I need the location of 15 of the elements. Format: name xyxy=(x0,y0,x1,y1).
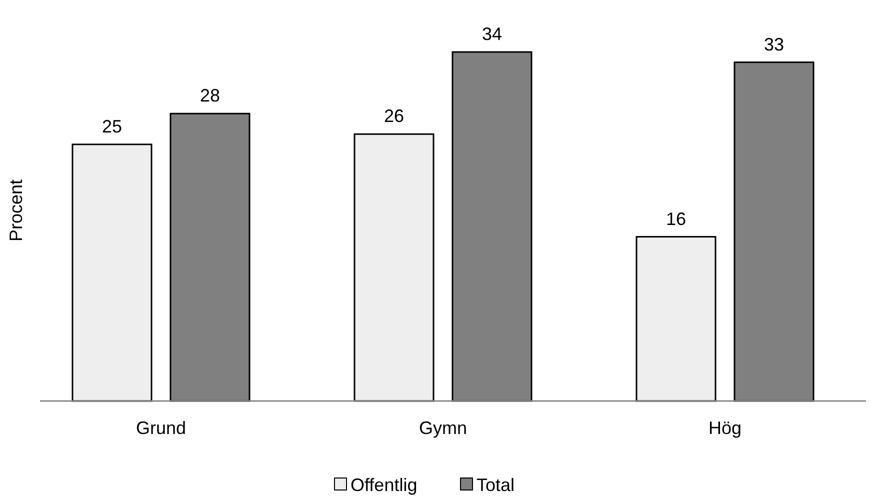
bar xyxy=(354,133,434,402)
data-label: 34 xyxy=(482,24,502,44)
data-label: 33 xyxy=(764,34,784,54)
data-label: 28 xyxy=(200,86,220,106)
legend-label: Offentlig xyxy=(350,475,418,495)
data-label: 26 xyxy=(384,106,404,126)
x-tick-label: Grund xyxy=(136,418,186,438)
x-tick-label: Gymn xyxy=(418,418,468,438)
data-label: 16 xyxy=(666,208,686,229)
legend-label: Total xyxy=(476,475,515,495)
x-tick-label: Hög xyxy=(708,418,742,438)
bar xyxy=(72,144,152,402)
data-label: 25 xyxy=(102,116,122,136)
y-axis-title: Procent xyxy=(6,179,26,242)
bar xyxy=(636,236,716,402)
